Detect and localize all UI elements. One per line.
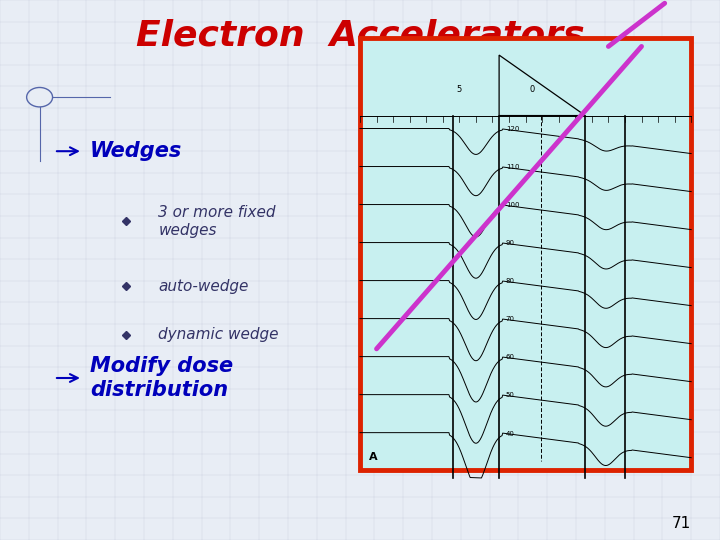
Text: 100: 100 [505, 202, 519, 208]
Text: 5: 5 [456, 85, 462, 94]
Text: 80: 80 [505, 279, 515, 285]
Text: 60: 60 [505, 354, 515, 361]
Text: A: A [369, 452, 377, 462]
Text: Modify dose
distribution: Modify dose distribution [90, 356, 233, 400]
Text: Wedges: Wedges [90, 141, 182, 161]
Text: 120: 120 [505, 126, 519, 132]
Text: 70: 70 [505, 316, 515, 322]
Text: 50: 50 [505, 393, 515, 399]
FancyBboxPatch shape [360, 38, 691, 470]
Text: Electron  Accelerators: Electron Accelerators [135, 18, 585, 52]
Text: dynamic wedge: dynamic wedge [158, 327, 279, 342]
Text: 90: 90 [505, 240, 515, 246]
Text: 40: 40 [505, 430, 515, 436]
Text: 110: 110 [505, 164, 519, 171]
Text: 3 or more fixed
wedges: 3 or more fixed wedges [158, 205, 276, 238]
Text: 0: 0 [530, 85, 535, 94]
Text: auto-wedge: auto-wedge [158, 279, 249, 294]
Text: 71: 71 [672, 516, 691, 531]
